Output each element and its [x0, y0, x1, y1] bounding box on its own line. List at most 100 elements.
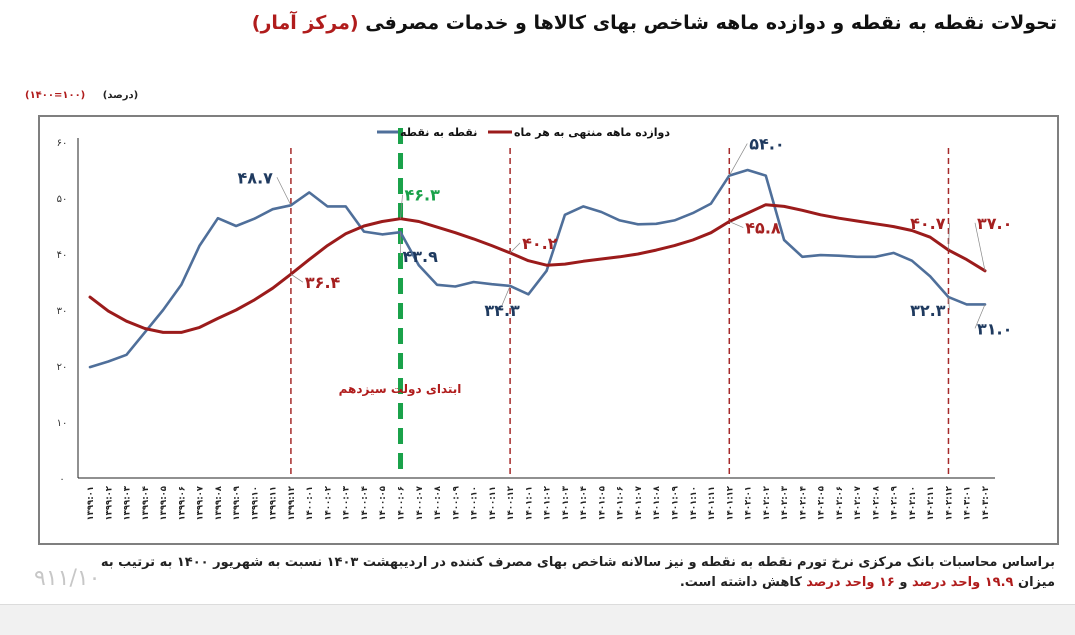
- y-tick-label: ۲۰: [57, 362, 68, 373]
- footer-red2: ۱۶ واحد درصد: [806, 575, 895, 590]
- y-tick-label: ۳۰: [57, 306, 68, 317]
- x-tick-label: ۱۳۹۹:۰۴: [141, 486, 151, 521]
- x-tick-label: ۱۴۰۱:۱۱: [707, 486, 717, 521]
- footer-and: و: [894, 575, 913, 590]
- data-label-leader: [948, 297, 950, 311]
- legend: نقطه به نقطه دوازده ماهه منتهی به هر ماه: [377, 126, 670, 139]
- x-tick-label: ۱۴۰۱:۰۶: [616, 486, 626, 521]
- axes: ۰ ۱۰ ۲۰ ۳۰ ۴۰ ۵۰ ۶۰ ۱۳۹۹:۰۱ ۱۳۹۹:۰۲ ۱۳۹۹:۰۳ ۱۳۹۹:۰…: [57, 138, 995, 521]
- x-tick-label: ۱۴۰۲:۰۸: [871, 485, 881, 520]
- x-tick-label: ۱۴۰۱:۱۰: [689, 486, 699, 521]
- footer-line1: براساس محاسبات بانک مرکزی نرخ تورم نقطه …: [100, 555, 1055, 590]
- footer-red1: ۱۹.۹ واحد درصد: [912, 575, 1014, 590]
- unit-labels: (۱۴۰۰=۱۰۰) (درصد): [25, 90, 138, 101]
- x-tick-label: ۱۴۰۱:۱۲: [725, 485, 735, 520]
- x-tick-label: ۱۳۹۹:۰۲: [104, 485, 114, 520]
- data-label-leader: [276, 177, 292, 206]
- x-tick-label: ۱۴۰۲:۰۹: [890, 485, 900, 520]
- y-tick-label: ۴۰: [57, 250, 68, 261]
- y-tick-label: ۶۰: [57, 138, 68, 149]
- x-tick-label: ۱۴۰۳:۰۱: [963, 486, 973, 521]
- x-tick-label: ۱۴۰۲:۰۴: [798, 486, 808, 521]
- x-tick-label: ۱۴۰۱:۰۸: [652, 485, 662, 520]
- page-number: ۹۱۱/۱۰: [34, 566, 101, 591]
- government-start-label: ابتدای دولت سیزدهم: [339, 382, 462, 397]
- title-main: تحولات نقطه به نقطه و دوازده ماهه شاخص ب…: [365, 12, 1057, 34]
- data-label: ۴۰.۷: [910, 214, 946, 233]
- data-label-leader: [728, 143, 748, 176]
- legend-label-point-to-point: نقطه به نقطه: [400, 126, 477, 139]
- data-label-leader: [974, 222, 986, 271]
- x-tick-label: ۱۴۰۰:۰۷: [415, 485, 425, 520]
- x-tick-label: ۱۴۰۰:۰۴: [360, 486, 370, 521]
- y-tick-label: ۰: [59, 474, 64, 485]
- data-label-leader: [729, 221, 744, 228]
- x-tick-label: ۱۴۰۱:۰۵: [597, 486, 607, 521]
- data-label-leader: [290, 273, 304, 283]
- data-label: ۴۵.۸: [745, 219, 781, 238]
- data-label: ۵۴.۰: [749, 135, 784, 154]
- percent-unit-label: (درصد): [102, 90, 139, 101]
- data-label: ۳۱.۰: [977, 319, 1012, 338]
- footer-note: براساس محاسبات بانک مرکزی نرخ تورم نقطه …: [60, 553, 1055, 593]
- y-tick-label: ۱۰: [57, 418, 68, 429]
- x-tick-label: ۱۴۰۱:۰۳: [561, 485, 571, 520]
- x-tick-label: ۱۴۰۱:۰۹: [670, 485, 680, 520]
- data-label: ۳۷.۰: [977, 214, 1012, 233]
- x-tick-label: ۱۴۰۱:۰۴: [579, 486, 589, 521]
- x-tick-label: ۱۳۹۹:۰۹: [232, 485, 242, 520]
- x-tick-label: ۱۴۰۲:۰۵: [817, 486, 827, 521]
- data-label: ۴۶.۳: [405, 186, 441, 205]
- x-tick-label: ۱۳۹۹:۰۷: [196, 485, 206, 520]
- x-tick-label: ۱۴۰۰:۱۲: [506, 485, 516, 520]
- data-labels: ۴۸.۷ ۳۶.۴ ۴۶.۳ ۴۳.۹ ۴۰.۲ ۳۴.۳ ۵۴.۰ ۴۵.۸ ۴۰.۷ ۳۲.۳…: [238, 135, 1013, 339]
- x-tick-label: ۱۳۹۹:۰۱: [86, 486, 96, 521]
- x-tick-label: ۱۴۰۲:۰۳: [780, 485, 790, 520]
- x-tick-label: ۱۳۹۹:۰۳: [123, 485, 133, 520]
- data-label-leader: [499, 285, 511, 311]
- y-tick-label: ۵۰: [57, 194, 68, 205]
- data-label-leader: [948, 223, 950, 251]
- x-tick-label: ۱۴۰۰:۰۳: [342, 485, 352, 520]
- data-label: ۳۲.۳: [910, 301, 946, 320]
- x-tick-label: ۱۴۰۰:۰۸: [433, 485, 443, 520]
- x-tick-label: ۱۳۹۹:۰۵: [159, 486, 169, 521]
- vertical-markers: [290, 128, 950, 478]
- x-tick-label: ۱۴۰۰:۰۵: [378, 486, 388, 521]
- x-tick-label: ۱۴۰۲:۱۲: [944, 485, 954, 520]
- x-tick-label: ۱۴۰۰:۰۶: [397, 486, 407, 521]
- x-tick-label: ۱۴۰۲:۰۲: [762, 485, 772, 520]
- bottom-bar: [0, 604, 1075, 635]
- x-tick-label: ۱۴۰۱:۰۷: [634, 485, 644, 520]
- legend-label-twelve-month: دوازده ماهه منتهی به هر ماه: [514, 126, 670, 139]
- x-tick-label: ۱۴۰۰:۱۱: [488, 486, 498, 521]
- chart-title: تحولات نقطه به نقطه و دوازده ماهه شاخص ب…: [251, 12, 1058, 34]
- data-label: ۳۶.۴: [305, 273, 341, 292]
- x-tick-label: ۱۴۰۲:۰۱: [744, 486, 754, 521]
- data-label-leader: [509, 242, 521, 254]
- data-label: ۳۴.۳: [484, 301, 520, 320]
- x-tick-label: ۱۴۰۲:۰۷: [853, 485, 863, 520]
- x-tick-label: ۱۴۰۰:۰۲: [323, 485, 333, 520]
- x-tick-label: ۱۳۹۹:۰۶: [177, 486, 187, 521]
- x-tick-label: ۱۳۹۹:۱۱: [269, 486, 279, 521]
- base-year-label: (۱۴۰۰=۱۰۰): [25, 90, 86, 101]
- data-label: ۴۳.۹: [403, 247, 439, 266]
- series-lines: [88, 168, 987, 369]
- x-tick-label: ۱۴۰۰:۰۱: [305, 486, 315, 521]
- x-tick-label: ۱۴۰۳:۰۲: [981, 485, 991, 520]
- data-label: ۴۰.۲: [522, 234, 558, 253]
- footer-tail: کاهش داشته است.: [679, 575, 807, 590]
- chart-frame: [38, 115, 1059, 545]
- x-tick-label: ۱۳۹۹:۱۰: [250, 486, 260, 521]
- x-tick-label: ۱۴۰۲:۱۰: [908, 486, 918, 521]
- x-tick-label: ۱۴۰۱:۰۲: [543, 485, 553, 520]
- title-source: (مرکز آمار): [251, 12, 359, 34]
- data-label-leader: [974, 304, 986, 329]
- x-tick-label: ۱۴۰۲:۱۱: [926, 486, 936, 521]
- x-tick-label: ۱۴۰۱:۰۱: [524, 486, 534, 521]
- data-label: ۴۸.۷: [238, 168, 274, 187]
- x-tick-label: ۱۳۹۹:۰۸: [214, 485, 224, 520]
- x-tick-label: ۱۴۰۰:۰۹: [451, 485, 461, 520]
